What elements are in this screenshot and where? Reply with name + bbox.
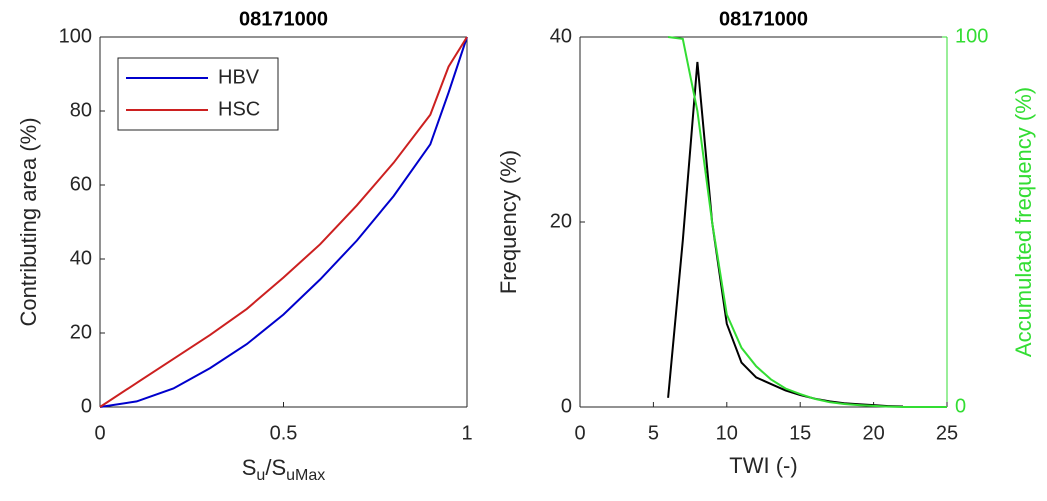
chart-title: 08171000 bbox=[719, 8, 808, 30]
legend-label: HSC bbox=[218, 98, 260, 120]
x-axis-label: TWI (-) bbox=[729, 453, 797, 478]
y-tick-label: 40 bbox=[70, 247, 92, 269]
y-tick-label: 20 bbox=[550, 210, 572, 232]
x-tick-label: 25 bbox=[936, 422, 958, 444]
y2-tick-label: 100 bbox=[955, 25, 988, 47]
x-tick-label: 0 bbox=[94, 422, 105, 444]
x-tick-label: 0.5 bbox=[270, 422, 298, 444]
data-line bbox=[99, 36, 468, 408]
y-tick-label: 100 bbox=[59, 25, 92, 47]
x-tick-label: 20 bbox=[862, 422, 884, 444]
data-line bbox=[99, 36, 468, 408]
x-tick-label: 5 bbox=[648, 422, 659, 444]
x-tick-label: 0 bbox=[574, 422, 585, 444]
y-tick-label: 0 bbox=[561, 395, 572, 417]
y2-tick-label: 0 bbox=[955, 395, 966, 417]
data-line bbox=[667, 61, 904, 408]
x-tick-label: 10 bbox=[716, 422, 738, 444]
x-label-subscript: uMax bbox=[286, 467, 325, 484]
y2-axis-label: Accumulated frequency (%) bbox=[1011, 87, 1036, 357]
y-tick-label: 60 bbox=[70, 173, 92, 195]
x-label-part: /S bbox=[265, 455, 286, 480]
x-tick-label: 15 bbox=[789, 422, 811, 444]
y-tick-label: 20 bbox=[70, 321, 92, 343]
legend-box bbox=[117, 57, 279, 131]
y-axis-label: Frequency (%) bbox=[496, 150, 521, 294]
x-label-subscript: u bbox=[256, 467, 265, 484]
chart-title: 08171000 bbox=[239, 8, 328, 30]
y-tick-label: 80 bbox=[70, 99, 92, 121]
x-axis-label: Su/SuMax bbox=[242, 455, 326, 484]
y-tick-label: 40 bbox=[550, 25, 572, 47]
y-tick-label: 0 bbox=[81, 395, 92, 417]
data-line bbox=[667, 36, 947, 408]
legend-label: HBV bbox=[218, 66, 260, 88]
y-axis-label: Contributing area (%) bbox=[16, 117, 41, 326]
x-tick-label: 1 bbox=[461, 422, 472, 444]
x-label-part: S bbox=[242, 455, 257, 480]
